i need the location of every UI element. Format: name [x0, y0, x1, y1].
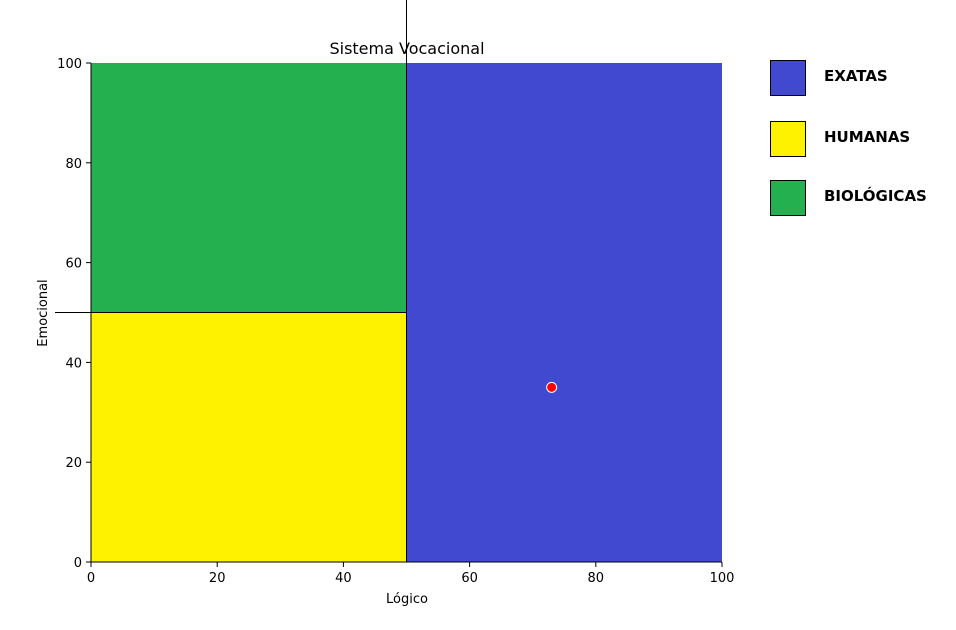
y-axis-label: Emocional [36, 279, 51, 346]
y-tick-label: 80 [65, 157, 82, 172]
legend-swatch-exatas [770, 60, 806, 96]
region-1 [91, 312, 407, 562]
legend-swatch-humanas [770, 121, 806, 157]
x-tick-label: 40 [335, 571, 352, 586]
chart-title: Sistema Vocacional [329, 39, 484, 58]
region-2 [91, 63, 407, 313]
y-tick-label: 40 [65, 356, 82, 371]
data-point [546, 381, 558, 393]
x-tick-label: 0 [87, 571, 95, 586]
legend-swatch-biologicas [770, 180, 806, 216]
points-layer [546, 381, 558, 393]
x-tick-label: 60 [461, 571, 478, 586]
divider-lines [55, 0, 407, 562]
x-tick-label: 20 [209, 571, 226, 586]
x-tick-label: 80 [588, 571, 605, 586]
y-tick-label: 60 [65, 257, 82, 272]
legend-label-biologicas: BIOLÓGICAS [824, 187, 927, 205]
legend-label-exatas: EXATAS [824, 67, 888, 85]
regions-layer [91, 63, 722, 562]
y-tick-label: 20 [65, 456, 82, 471]
x-tick-label: 100 [710, 571, 735, 586]
legend-item-exatas: EXATAS [770, 60, 950, 96]
y-tick-label: 100 [57, 57, 82, 72]
x-axis-label: Lógico [386, 592, 428, 607]
axes [90, 63, 722, 563]
legend-label-humanas: HUMANAS [824, 128, 911, 146]
y-tick-label: 0 [74, 556, 82, 571]
legend-item-humanas: HUMANAS [770, 121, 950, 157]
tick-labels: 0 20 40 60 80 100 0 20 40 60 80 100 [57, 57, 734, 586]
region-0 [406, 63, 722, 562]
legend-item-biologicas: BIOLÓGICAS [770, 180, 950, 216]
